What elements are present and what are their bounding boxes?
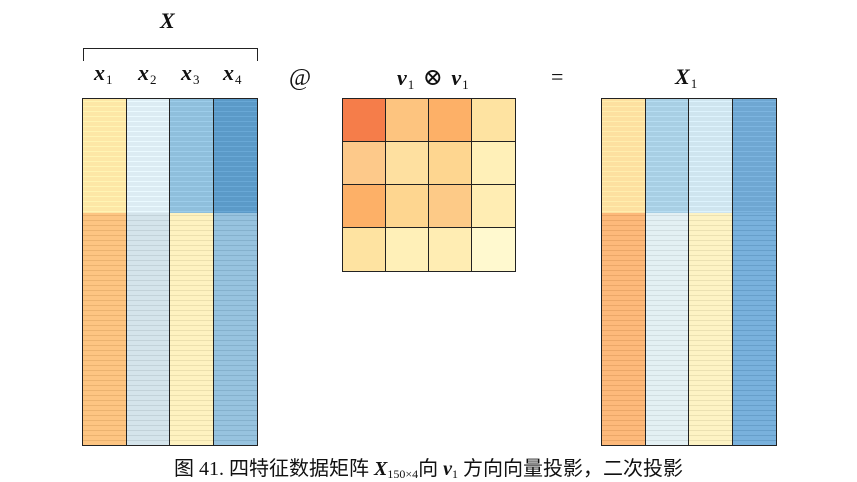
- outer-product-title: v1 ⊗ v1: [397, 65, 469, 92]
- outer-product-cell-4-3: [429, 228, 472, 271]
- column-x3: [170, 99, 214, 445]
- matmul-operator: @: [289, 65, 312, 91]
- outer-product-cell-4-1: [343, 228, 386, 271]
- matrix-x-heatmap: [82, 98, 258, 446]
- column-label-x3: x3: [181, 60, 200, 87]
- column-label-x2: x2: [138, 60, 157, 87]
- result-matrix-title: X1: [675, 64, 698, 91]
- outer-product-cell-3-2: [386, 185, 429, 228]
- result-matrix-heatmap: [601, 98, 777, 446]
- outer-product-matrix: [342, 98, 516, 272]
- outer-product-cell-4-4: [472, 228, 515, 271]
- columns-bracket: [83, 48, 258, 61]
- outer-product-cell-3-3: [429, 185, 472, 228]
- outer-product-cell-2-1: [343, 142, 386, 185]
- outer-product-cell-2-2: [386, 142, 429, 185]
- outer-product-cell-1-2: [386, 99, 429, 142]
- figure-caption: 图 41. 四特征数据矩阵 X150×4向 v1 方向向量投影，二次投影: [173, 458, 683, 481]
- outer-product-cell-4-2: [386, 228, 429, 271]
- result-column-3: [689, 99, 733, 445]
- matrix-x-title: X: [160, 8, 175, 33]
- result-column-4: [732, 99, 776, 445]
- column-label-x1: x1: [94, 60, 113, 87]
- outer-product-cell-1-4: [472, 99, 515, 142]
- result-column-1: [602, 99, 646, 445]
- outer-product-cell-3-4: [472, 185, 515, 228]
- result-column-2: [645, 99, 689, 445]
- column-label-x4: x4: [223, 60, 242, 87]
- equals-operator: =: [551, 64, 564, 89]
- column-x4: [213, 99, 257, 445]
- outer-product-cell-1-3: [429, 99, 472, 142]
- outer-product-cell-2-3: [429, 142, 472, 185]
- outer-product-cell-2-4: [472, 142, 515, 185]
- outer-product-cell-3-1: [343, 185, 386, 228]
- outer-product-cell-1-1: [343, 99, 386, 142]
- column-x2: [126, 99, 170, 445]
- column-x1: [83, 99, 127, 445]
